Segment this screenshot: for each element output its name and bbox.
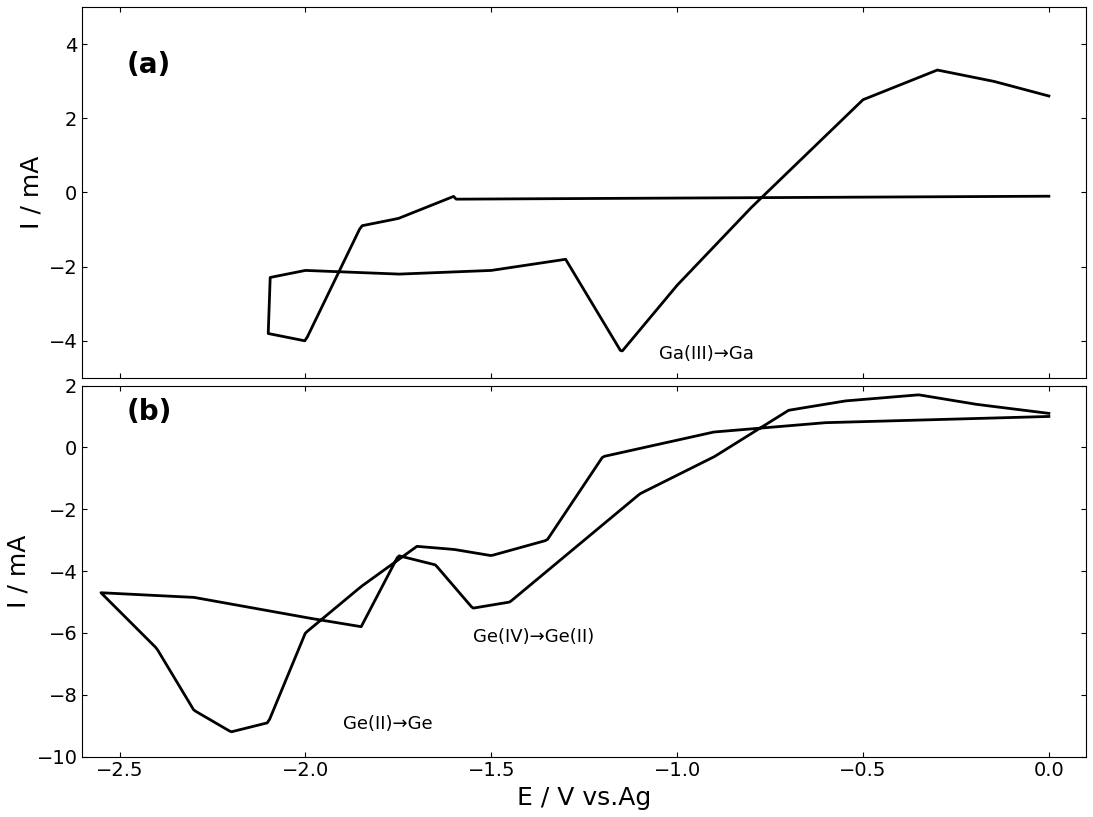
Text: Ge(II)→Ge: Ge(II)→Ge	[342, 715, 432, 733]
Y-axis label: I / mA: I / mA	[7, 534, 31, 608]
Text: (b): (b)	[127, 398, 173, 426]
X-axis label: E / V vs.Ag: E / V vs.Ag	[517, 786, 651, 810]
Y-axis label: I / mA: I / mA	[20, 156, 44, 230]
Text: (a): (a)	[127, 51, 172, 79]
Text: Ga(III)→Ga: Ga(III)→Ga	[659, 346, 753, 364]
Text: Ge(IV)→Ge(II): Ge(IV)→Ge(II)	[472, 628, 593, 646]
